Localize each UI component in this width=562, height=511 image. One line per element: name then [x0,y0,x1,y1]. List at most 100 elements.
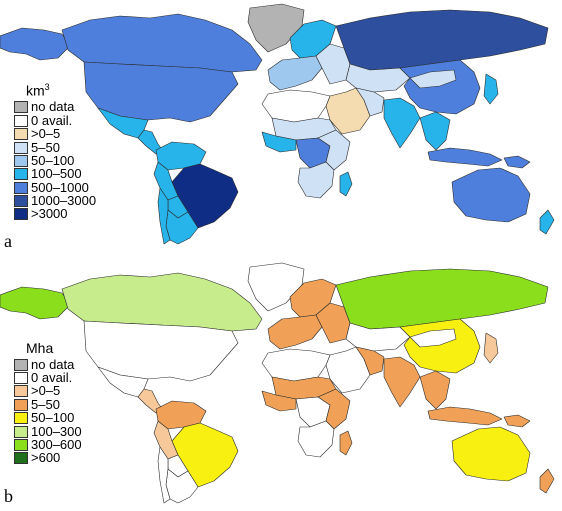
region-west-europe [267,314,323,350]
region-australia [451,426,531,482]
region-alaska [0,27,71,61]
panel-a-legend-item: no data [14,99,96,115]
legend-label: 300–600 [31,437,82,453]
region-china [399,59,481,115]
legend-swatch [14,398,28,411]
legend-swatch [14,141,28,154]
region-russia [335,9,549,71]
region-north-africa [261,348,331,382]
region-japan [483,332,499,364]
legend-swatch [14,385,28,398]
legend-swatch [14,128,28,141]
legend-label: no data [31,99,75,115]
region-chile [157,446,171,504]
region-png [503,414,531,428]
region-west-africa [261,390,297,412]
legend-label: 0 avail. [31,112,73,128]
legend-swatch [14,114,28,127]
region-chile [157,187,171,245]
legend-swatch [14,452,28,465]
panel-b-legend-item: 5–50 [14,396,82,412]
region-east-africa [317,129,351,171]
region-indonesia [427,406,503,426]
legend-label: 500–1000 [31,179,89,195]
region-japan [483,73,499,105]
region-middle-east [325,87,371,135]
legend-label: 50–100 [31,152,75,168]
region-greenland [247,3,305,53]
region-alaska [0,286,71,320]
region-greenland [247,262,305,312]
legend-swatch [14,154,28,167]
legend-swatch [14,101,28,114]
region-kazakhstan [345,322,411,352]
region-new-zealand [539,468,555,494]
legend-label: >0–5 [31,383,61,399]
legend-label: 5–50 [31,396,60,412]
region-iran [355,87,385,117]
region-russia [335,268,549,330]
legend-label: >0–5 [31,126,61,142]
legend-label: 0 avail. [31,370,73,386]
panel-label-b: b [4,486,13,506]
legend-swatch [14,412,28,425]
legend-swatch [14,372,28,385]
legend-label: 1000–3000 [31,193,97,209]
legend-label: 50–100 [31,410,75,426]
region-png [503,155,531,169]
region-southern-africa [297,420,335,458]
panel-b-legend-item: 50–100 [14,410,82,426]
region-indonesia [427,147,503,167]
legend-swatch [14,439,28,452]
panel-a-legend-item: 0 avail. [14,112,96,128]
region-india [383,356,421,408]
region-india [383,97,421,149]
panel-a-legend-item: >3000 [14,206,96,222]
region-australia [451,167,531,223]
legend-label: 100–300 [31,423,82,439]
legend-label: >3000 [31,206,68,222]
region-china [399,318,481,374]
legend-label: no data [31,356,75,372]
legend-label: 5–50 [31,139,60,155]
region-north-africa [261,89,331,123]
region-east-africa [317,388,351,430]
panel-a-legend-item: 100–500 [14,166,96,182]
region-mongolia [409,69,457,89]
panel-a-legend-item: 500–1000 [14,179,96,195]
panel-label-a: a [4,231,12,251]
legend-swatch [14,425,28,438]
region-west-africa [261,131,297,153]
legend-swatch [14,195,28,208]
map-panel-a [0,3,555,245]
panel-b-legend-item: >0–5 [14,383,82,399]
legend-title-b: Mha [26,340,54,356]
region-kazakhstan [345,63,411,93]
panel-a-legend-item: >0–5 [14,126,96,142]
region-se-asia [419,370,451,410]
legend-title-a: km3 [26,82,50,99]
legend-panel-a: km3 no data 0 avail. >0–5 5–50 50–100 100–500… [14,79,96,221]
map-panel-b [0,262,555,504]
panel-a-legend-item: 1000–3000 [14,193,97,209]
panel-b-legend-item: >600 [14,450,82,466]
region-iran [355,346,385,376]
region-madagascar [339,171,353,197]
legend-panel-b: Mha no data 0 avail. >0–5 5–50 50–100 100–300… [14,340,82,465]
region-southern-africa [297,161,335,199]
legend-label: 100–500 [31,166,82,182]
panel-a-legend-item: 50–100 [14,152,96,168]
legend-swatch [14,181,28,194]
legend-label: >600 [31,450,61,466]
panel-b-legend-item: 300–600 [14,437,82,453]
panel-b-legend-item: no data [14,356,82,372]
region-middle-east [325,346,371,394]
region-madagascar [339,430,353,456]
panel-a-legend-item: 5–50 [14,139,96,155]
legend-swatch [14,358,28,371]
region-se-asia [419,111,451,151]
panel-b-legend-item: 100–300 [14,423,82,439]
legend-swatch [14,208,28,221]
region-mongolia [409,328,457,348]
legend-swatch [14,168,28,181]
